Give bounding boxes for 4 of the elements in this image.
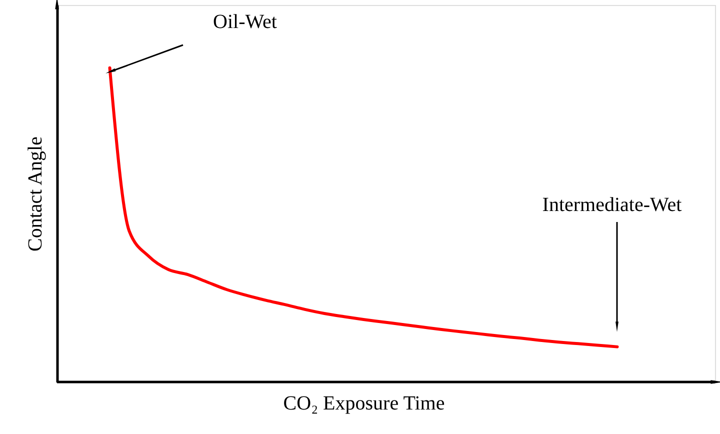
annotation: Intermediate-Wet xyxy=(542,194,682,216)
x-axis-title: CO₂ Exposure Time xyxy=(283,392,445,414)
text: Oil-Wet xyxy=(213,11,278,33)
y-axis-title: Contact Angle xyxy=(24,136,46,252)
